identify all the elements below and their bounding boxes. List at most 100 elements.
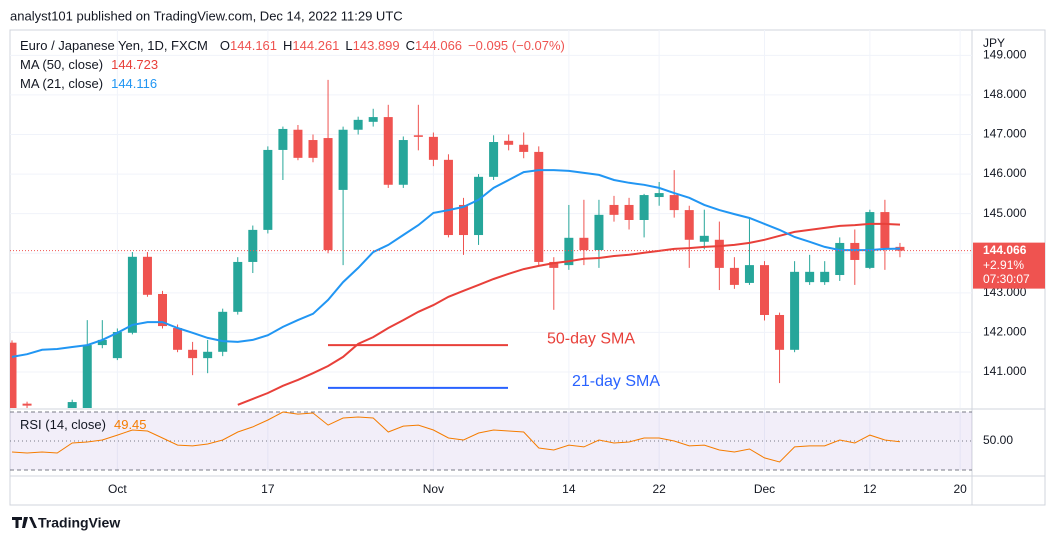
quote-prefix: H: [283, 38, 292, 53]
quote-value: 144.161: [230, 38, 277, 53]
legend-entry: MA (21, close) 144.116: [20, 76, 157, 91]
candle-body: [805, 271, 815, 283]
candle-body: [338, 129, 348, 190]
x-tick-label: 22: [652, 482, 666, 496]
candle-body: [203, 351, 213, 359]
quote-value: 144.261: [292, 38, 339, 53]
candle-body: [398, 140, 408, 185]
candle-body: [744, 265, 754, 283]
candle-body: [308, 140, 318, 158]
y-tick-label: 142.000: [983, 325, 1027, 339]
countdown: 07:30:07: [983, 272, 1030, 286]
price-pane: [10, 30, 972, 408]
candle-body: [158, 294, 167, 327]
rsi-line: [11, 411, 901, 463]
candle-body: [443, 159, 453, 236]
candle-body: [173, 328, 183, 350]
candle-body: [97, 339, 107, 346]
candle-body: [549, 261, 559, 268]
quote-change: −0.095 (−0.07%): [468, 38, 565, 53]
candle-body: [323, 138, 333, 251]
legend-title: Euro / Japanese Yen, 1D, FXCM O144.161 H14…: [20, 38, 565, 53]
candle-body: [880, 212, 890, 249]
y-tick-label: 149.000: [983, 48, 1027, 62]
candle-body: [775, 314, 785, 350]
legend-value: 144.723: [111, 57, 158, 72]
x-tick-label: Dec: [754, 482, 775, 496]
candle-body: [489, 142, 499, 177]
x-tick-label: Nov: [423, 482, 444, 496]
candle-body: [820, 271, 830, 283]
candle-body: [835, 242, 845, 276]
ma-line: [237, 222, 901, 406]
candle-body: [112, 332, 122, 359]
quote-value: 143.899: [353, 38, 400, 53]
quote-value: 144.066: [415, 38, 462, 53]
rsi-name: RSI (14, close): [20, 417, 106, 432]
branding: TradingView: [38, 515, 120, 531]
candle-body: [519, 144, 529, 152]
candle-body: [459, 204, 468, 236]
candle-body: [353, 119, 363, 130]
candle-body: [293, 129, 303, 158]
candle-body: [383, 117, 393, 185]
candle-body: [609, 204, 619, 215]
candle-body: [278, 128, 288, 150]
candle-body: [684, 210, 694, 240]
x-tick-label: 12: [863, 482, 877, 496]
y-tick-label: 147.000: [983, 127, 1027, 141]
candle-body: [534, 151, 544, 262]
candle-body: [790, 271, 800, 350]
legend-name: MA (50, close): [20, 57, 103, 72]
legend-value: 144.116: [111, 76, 157, 91]
candle-body: [67, 402, 77, 408]
annotation-text: 21-day SMA: [572, 373, 660, 390]
candle-body: [368, 117, 378, 122]
candle-body: [865, 212, 875, 268]
y-tick-label: 148.000: [983, 87, 1027, 101]
rsi-tick-label: 50.00: [983, 433, 1013, 447]
candle-body: [10, 342, 17, 408]
candle-body: [504, 140, 514, 145]
candle-body: [474, 176, 484, 236]
candle-body: [142, 256, 152, 295]
candle-body: [22, 403, 32, 406]
candle-body: [760, 265, 769, 315]
candle-body: [248, 229, 258, 262]
candle-body: [188, 349, 198, 359]
legend-entry: MA (50, close) 144.723: [20, 57, 158, 72]
candle-body: [218, 311, 228, 352]
candle-body: [729, 267, 739, 285]
last-change: +2.91%: [983, 258, 1024, 272]
ma-line: [11, 169, 901, 358]
candle-body: [639, 195, 649, 220]
candle-body: [850, 242, 860, 260]
logo: [12, 517, 37, 528]
quote-prefix: C: [406, 38, 415, 53]
candle-body: [564, 237, 574, 266]
x-tick-label: Oct: [108, 482, 127, 496]
rsi-legend: RSI (14, close) 49.45: [20, 417, 147, 432]
candle-body: [82, 345, 92, 408]
legend-name: MA (21, close): [20, 76, 103, 91]
candle-body: [233, 261, 243, 312]
x-tick-label: 17: [261, 482, 275, 496]
candle-body: [263, 149, 273, 230]
candle-body: [654, 193, 664, 198]
x-tick-label: 14: [562, 482, 576, 496]
candle-body: [428, 136, 438, 160]
y-tick-label: 146.000: [983, 166, 1027, 180]
candle-body: [669, 195, 679, 211]
quote-prefix: O: [220, 38, 230, 53]
candle-body: [699, 235, 709, 242]
instrument: Euro / Japanese Yen, 1D, FXCM: [20, 38, 208, 53]
last-price: 144.066: [983, 243, 1027, 257]
annotation-text: 50-day SMA: [547, 330, 635, 347]
candle-body: [127, 256, 137, 333]
header: analyst101 published on TradingView.com,…: [10, 8, 403, 23]
candle-body: [624, 204, 634, 220]
candle-body: [594, 214, 604, 251]
currency: JPY: [983, 36, 1005, 50]
rsi-value: 49.45: [114, 417, 147, 432]
